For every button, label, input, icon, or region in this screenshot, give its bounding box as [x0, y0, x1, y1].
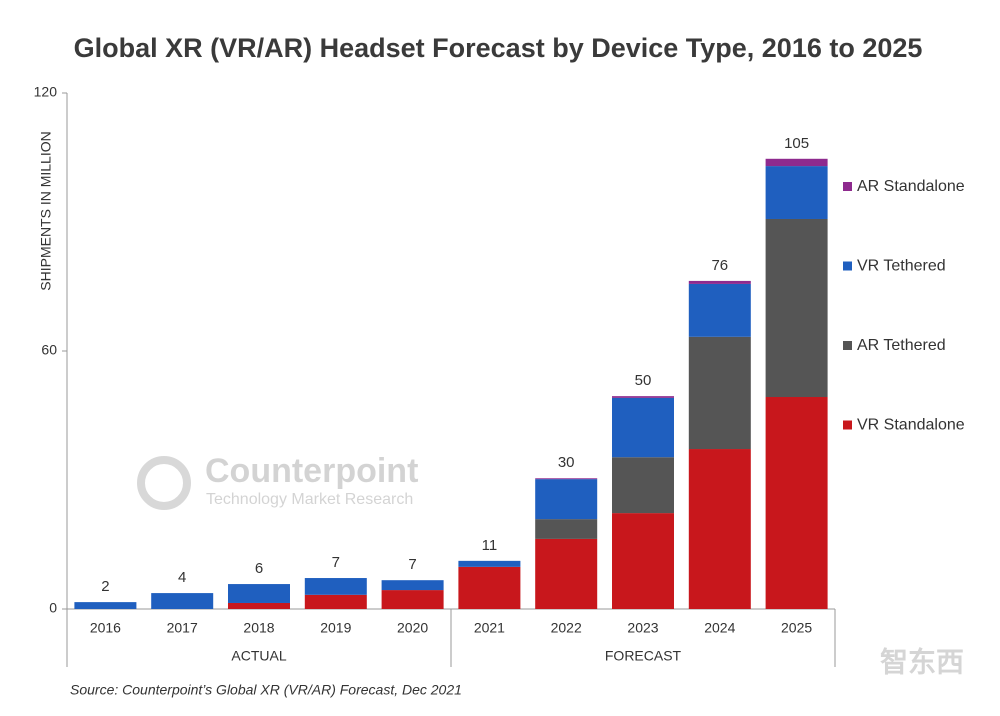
bar-segment: [765, 218, 828, 398]
total-label: 7: [332, 554, 340, 571]
x-tick-label: 2018: [243, 620, 274, 636]
bar-segment: [535, 519, 598, 539]
x-tick-label: 2023: [627, 620, 658, 636]
x-tick-label: 2021: [474, 620, 505, 636]
total-label: 50: [635, 372, 652, 389]
bar-segment: [381, 590, 444, 609]
bar-segment: [612, 513, 674, 609]
group-label: ACTUAL: [231, 648, 286, 664]
x-tick-label: 2022: [551, 620, 582, 636]
legend-label: VR Standalone: [857, 417, 965, 434]
y-tick-label: 0: [49, 600, 57, 616]
bar-segment: [612, 457, 674, 514]
watermark-tagline: Technology Market Research: [206, 491, 413, 508]
chart-title: Global XR (VR/AR) Headset Forecast by De…: [74, 33, 923, 63]
total-label: 30: [558, 454, 575, 471]
total-label: 11: [482, 537, 498, 554]
x-tick-label: 2020: [397, 620, 428, 636]
x-tick-label: 2016: [90, 620, 121, 636]
bar-segment: [228, 602, 290, 609]
total-label: 76: [711, 257, 728, 274]
legend-swatch: [843, 420, 852, 430]
total-label: 2: [101, 578, 109, 595]
bar-segment: [381, 580, 444, 591]
x-tick-label: 2019: [320, 620, 351, 636]
bar-segment: [304, 578, 367, 595]
legend-swatch: [843, 261, 852, 271]
bar-segment: [688, 283, 751, 337]
bar-segment: [765, 166, 828, 219]
bar-segment: [765, 158, 828, 167]
y-tick-label: 120: [34, 84, 58, 100]
legend-label: AR Tethered: [857, 337, 946, 354]
bar-segment: [688, 336, 751, 450]
bar-segment: [458, 560, 521, 567]
plot-area: 0 60 120 2 2016 4 2017 6 2018 7 2019 7 2020 11 2021 30 2…: [34, 84, 965, 667]
legend-swatch: [843, 341, 852, 350]
total-label: 7: [408, 556, 416, 573]
y-axis-label: SHIPMENTS IN MILLION: [38, 131, 54, 290]
watermark: Counterpoint Technology Market Research: [137, 452, 418, 510]
legend-label: AR Standalone: [857, 178, 965, 195]
bar-segment: [74, 602, 137, 609]
x-tick-label: 2025: [781, 620, 812, 636]
watermark-logo: [137, 456, 191, 510]
y-tick-label: 60: [41, 342, 57, 358]
bar-segment: [458, 566, 521, 609]
bar-segment: [765, 397, 828, 609]
bar-segment: [304, 594, 367, 609]
bar-segment: [535, 538, 598, 609]
x-tick-label: 2017: [167, 620, 198, 636]
bar-segment: [688, 449, 751, 609]
corner-mark: 智东西: [880, 645, 964, 677]
bar-segment: [151, 593, 214, 609]
legend-label: VR Tethered: [857, 258, 946, 275]
bar-segment: [612, 396, 674, 398]
source-note: Source: Counterpoint’s Global XR (VR/AR)…: [70, 682, 462, 698]
bar-segment: [612, 397, 674, 458]
watermark-name: Counterpoint: [205, 452, 418, 490]
bar-segment: [535, 478, 598, 480]
total-label: 105: [784, 135, 809, 152]
legend-swatch: [843, 182, 852, 191]
bar-segment: [688, 280, 751, 284]
group-label: FORECAST: [605, 648, 682, 664]
bar-segment: [535, 479, 598, 520]
bar-segment: [228, 584, 290, 603]
total-label: 6: [255, 560, 263, 577]
total-label: 4: [178, 569, 186, 586]
x-tick-label: 2024: [704, 620, 735, 636]
